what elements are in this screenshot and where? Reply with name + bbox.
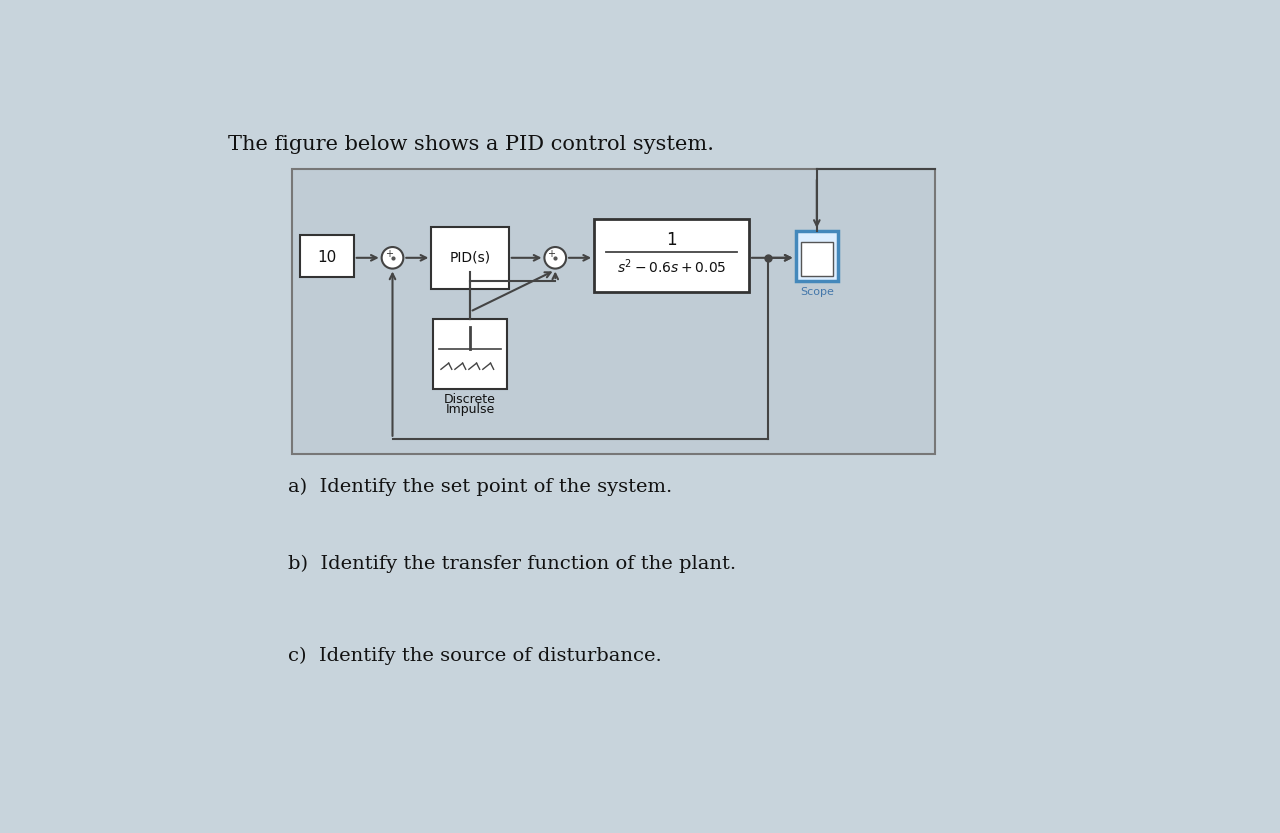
- Bar: [801, 242, 833, 276]
- Text: +: +: [384, 249, 393, 259]
- Text: 1: 1: [666, 232, 677, 250]
- Text: Scope: Scope: [800, 287, 833, 297]
- Bar: [594, 219, 749, 292]
- Text: The figure below shows a PID control system.: The figure below shows a PID control sys…: [228, 135, 714, 153]
- Text: 10: 10: [317, 250, 337, 265]
- Circle shape: [544, 247, 566, 268]
- Text: $s^2-0.6s+0.05$: $s^2-0.6s+0.05$: [617, 257, 726, 276]
- Bar: [300, 235, 353, 277]
- Text: c)  Identify the source of disturbance.: c) Identify the source of disturbance.: [288, 646, 662, 665]
- Text: +: +: [548, 249, 556, 259]
- Bar: [433, 319, 507, 389]
- Bar: [795, 231, 838, 281]
- Circle shape: [381, 247, 403, 268]
- Bar: [292, 169, 934, 454]
- Text: Discrete: Discrete: [444, 393, 495, 406]
- Text: PID(s): PID(s): [449, 251, 490, 265]
- Text: Impulse: Impulse: [445, 403, 494, 416]
- Text: a)  Identify the set point of the system.: a) Identify the set point of the system.: [288, 477, 672, 496]
- Bar: [431, 227, 508, 288]
- Text: b)  Identify the transfer function of the plant.: b) Identify the transfer function of the…: [288, 554, 736, 572]
